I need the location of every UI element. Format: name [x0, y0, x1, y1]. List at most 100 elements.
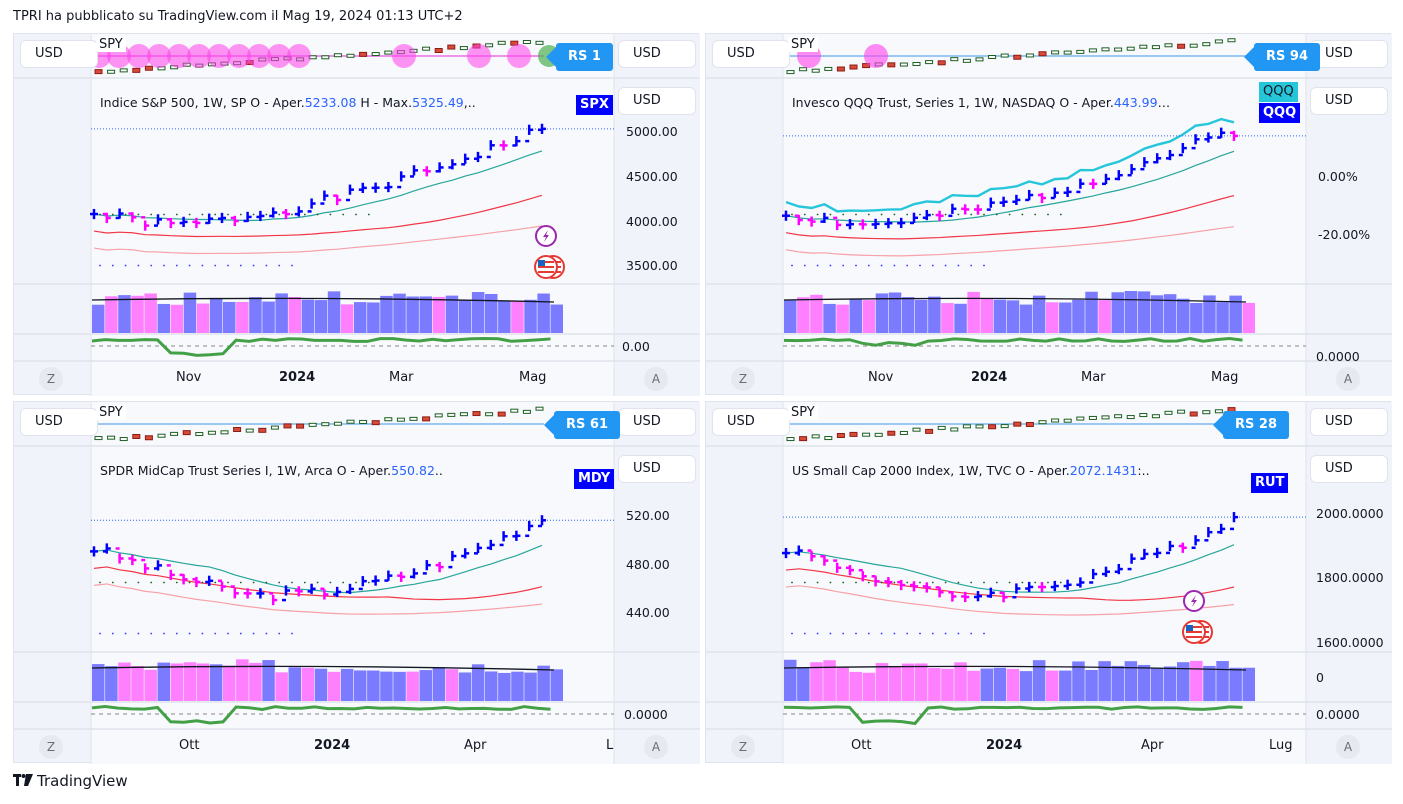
volume-bar	[1072, 661, 1085, 701]
compare-candle	[132, 67, 141, 73]
signal-dot	[1021, 581, 1024, 584]
legend-symbol-text: US Small Cap 2000 Index, 1W, TVC O - Ape…	[792, 463, 1070, 478]
volume-bar	[1111, 665, 1124, 701]
signal-dot	[855, 632, 857, 635]
volume-bar	[836, 666, 849, 701]
signal-dot	[816, 213, 819, 216]
price-currency-right[interactable]: USD	[1310, 455, 1388, 483]
compare-candle	[119, 437, 128, 442]
signal-bubble	[467, 44, 491, 68]
compare-candle	[1101, 47, 1110, 52]
signal-dot	[893, 581, 896, 584]
price-bar	[1178, 542, 1187, 553]
volume-bar	[823, 660, 836, 701]
volume-bar	[209, 664, 223, 701]
signal-dot	[842, 581, 845, 584]
x-axis-tick: Apr	[1141, 738, 1164, 753]
signal-dot	[983, 581, 985, 584]
volume-bar	[941, 303, 954, 333]
compare-currency-right[interactable]: USD	[618, 408, 696, 436]
volume-bar	[810, 662, 823, 701]
compare-currency-left[interactable]: USD	[712, 408, 790, 436]
zoom-button[interactable]: Z	[39, 735, 63, 759]
volume-bar	[524, 299, 537, 333]
compare-line	[785, 117, 1235, 213]
chart-panel-spx[interactable]: USD USD USD SPY RS 1 Indice S&P 500, 1W, SP O…	[13, 33, 700, 396]
signal-dot	[944, 581, 947, 584]
compare-currency-right[interactable]: USD	[1310, 40, 1388, 68]
compare-candle	[359, 51, 368, 57]
signal-dot	[842, 213, 845, 216]
volume-bar	[471, 292, 485, 333]
compare-currency-left[interactable]: USD	[712, 40, 790, 68]
price-bar	[1025, 189, 1034, 202]
price-currency-right[interactable]: USD	[618, 87, 696, 115]
compare-candle	[472, 411, 481, 417]
legend-ellipsis: ..	[434, 463, 443, 478]
chart-canvas[interactable]	[14, 402, 700, 764]
compare-candle	[1051, 50, 1060, 55]
auto-scale-button[interactable]: A	[644, 367, 668, 391]
volume-bar	[524, 672, 537, 701]
price-bar	[256, 210, 265, 222]
signal-dot	[803, 581, 806, 584]
price-bar	[1012, 583, 1021, 599]
publish-header: TPRI ha pubblicato su TradingView.com il…	[13, 9, 463, 24]
compare-candle	[786, 437, 795, 442]
signal-dot	[188, 632, 191, 635]
signal-dot	[252, 264, 255, 267]
price-tag-symbol: MDY	[574, 469, 615, 489]
signal-dot	[816, 264, 819, 267]
auto-scale-button[interactable]: A	[1336, 367, 1360, 391]
price-bar	[346, 583, 354, 595]
zoom-button[interactable]: Z	[731, 367, 755, 391]
compare-currency-right[interactable]: USD	[618, 40, 696, 68]
volume-bar	[888, 292, 902, 333]
auto-scale-button[interactable]: A	[1336, 735, 1360, 759]
zoom-button[interactable]: Z	[731, 735, 755, 759]
price-currency-right[interactable]: USD	[618, 455, 696, 483]
compare-candle	[836, 66, 845, 72]
volume-bar	[550, 304, 563, 333]
chart-panel-mdy[interactable]: USD USD USD SPY RS 61 SPDR MidCap Trust Serie…	[13, 401, 700, 764]
compare-candle	[962, 424, 971, 429]
signal-dot	[252, 581, 255, 584]
price-bar	[858, 219, 867, 230]
signal-dot	[791, 581, 793, 584]
signal-dot	[291, 264, 293, 267]
compare-candle	[1227, 38, 1236, 43]
signal-dot	[201, 213, 204, 216]
compare-currency-right[interactable]: USD	[1310, 408, 1388, 436]
chart-panel-qqq[interactable]: USD USD USD SPY RS 94 Invesco QQQ Trust, Seri…	[705, 33, 1392, 396]
signal-dot	[842, 264, 845, 267]
price-bar	[871, 218, 880, 229]
price-bar	[999, 196, 1008, 207]
auto-scale-button[interactable]: A	[644, 735, 668, 759]
signal-dot	[867, 632, 870, 635]
price-bar	[128, 212, 137, 223]
compare-currency-left[interactable]: USD	[20, 40, 98, 68]
price-currency-right[interactable]: USD	[1310, 87, 1388, 115]
compare-candle	[107, 69, 116, 74]
volume-bar	[550, 669, 563, 701]
volume-bar	[262, 660, 275, 701]
signal-dot	[829, 264, 832, 267]
signal-dot	[855, 264, 857, 267]
chart-canvas[interactable]	[14, 34, 700, 396]
price-bar	[115, 547, 124, 564]
zoom-button[interactable]: Z	[39, 367, 63, 391]
volume-bar	[92, 304, 105, 333]
signal-dot	[227, 581, 229, 584]
volume-bar	[511, 301, 524, 333]
rs-badge: RS 1	[546, 43, 613, 71]
chart-panel-rut[interactable]: USD USD USD SPY RS 28 US Small Cap 2000 Index…	[705, 401, 1392, 764]
chart-canvas[interactable]	[706, 402, 1392, 764]
compare-currency-left[interactable]: USD	[20, 408, 98, 436]
compare-candle	[233, 426, 242, 432]
chart-canvas[interactable]	[706, 34, 1392, 396]
price-bar	[179, 573, 188, 585]
signal-bubble	[247, 44, 271, 68]
volume-bar	[1046, 302, 1059, 333]
compare-candle	[522, 409, 531, 414]
price-bar	[794, 545, 803, 556]
